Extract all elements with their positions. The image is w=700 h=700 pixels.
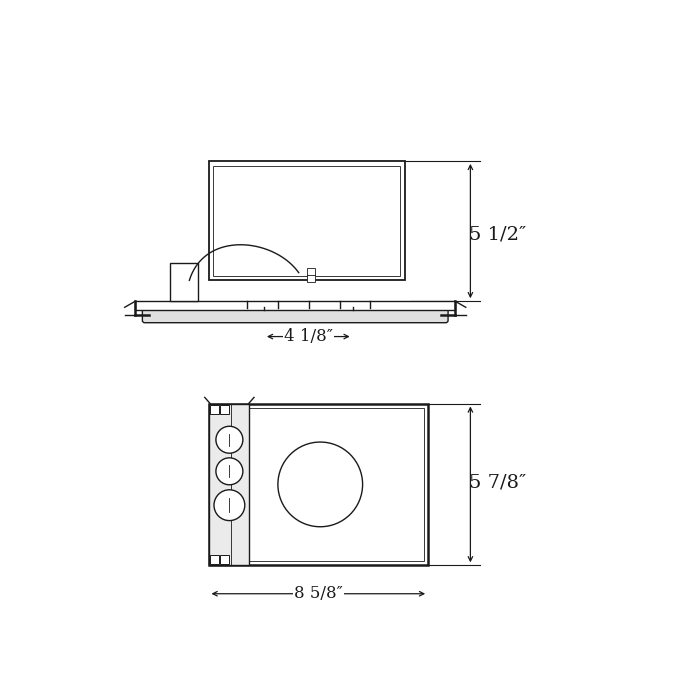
Text: 4 1/8″: 4 1/8″ <box>284 328 332 345</box>
Bar <box>210 555 219 564</box>
Bar <box>135 301 455 310</box>
Bar <box>209 403 428 566</box>
Text: 5 1/2″: 5 1/2″ <box>469 225 526 243</box>
Bar <box>220 405 229 414</box>
Bar <box>213 408 424 561</box>
Circle shape <box>216 458 243 485</box>
FancyBboxPatch shape <box>142 304 448 323</box>
Circle shape <box>216 426 243 453</box>
Bar <box>214 166 400 276</box>
Bar <box>220 555 229 564</box>
Text: 8 5/8″: 8 5/8″ <box>294 585 343 602</box>
Circle shape <box>214 490 245 521</box>
Bar <box>209 161 405 280</box>
Bar <box>209 403 248 566</box>
Bar <box>210 405 219 414</box>
Bar <box>170 262 198 301</box>
Bar <box>307 268 315 281</box>
Text: 5 7/8″: 5 7/8″ <box>469 473 526 491</box>
